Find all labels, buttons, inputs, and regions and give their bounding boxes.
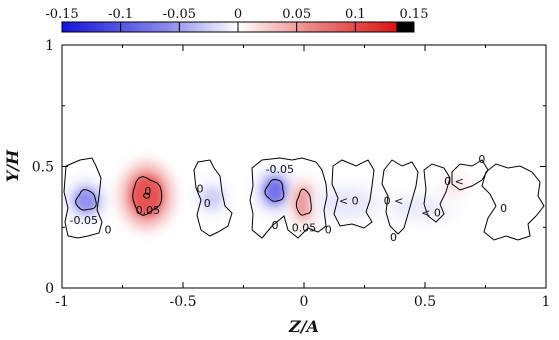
contour-label: 0 bbox=[390, 231, 397, 244]
colorbar-tick-label: 0.1 bbox=[345, 7, 366, 22]
colorbar-tick-label: -0.15 bbox=[45, 7, 78, 22]
heat-field-core bbox=[295, 188, 313, 218]
x-tick-label: 0 bbox=[300, 294, 309, 310]
colorbar-tick-label: 0.15 bbox=[400, 7, 429, 22]
contour-label: 0 bbox=[478, 153, 485, 166]
level-contours bbox=[75, 175, 312, 216]
colorbar-tick-label: -0.1 bbox=[108, 7, 133, 22]
contour-label: 0 < bbox=[384, 195, 404, 208]
heat-field-core bbox=[201, 187, 223, 209]
colorbar-ticks bbox=[61, 22, 415, 32]
zero-contour-right-3 bbox=[423, 163, 451, 223]
x-axis-ticks bbox=[61, 45, 547, 288]
contour-label: 0.05 bbox=[292, 221, 317, 234]
zero-contour-right-2 bbox=[381, 159, 419, 235]
colorbar-tick-labels: -0.15 -0.1 -0.05 0 0.05 0.1 0.15 bbox=[45, 7, 428, 22]
y-axis-tick-labels: 00.51 bbox=[32, 38, 54, 297]
zero-contour-right-1 bbox=[331, 159, 375, 229]
contour-label: 0 bbox=[196, 182, 203, 195]
contour-label: 0.05 bbox=[136, 204, 161, 217]
contour-label: 0 bbox=[104, 224, 111, 237]
colorbar: -0.15 -0.1 -0.05 0 0.05 0.1 0.15 bbox=[45, 7, 428, 33]
contour-label: 0 bbox=[500, 202, 507, 215]
zero-contour-left bbox=[63, 157, 103, 239]
level-contour bbox=[264, 178, 285, 202]
x-axis-tick-labels: -1 -0.5 0 0.5 1 bbox=[55, 294, 550, 310]
y-tick-label: 0 bbox=[45, 281, 54, 297]
level-contour bbox=[295, 188, 312, 216]
colorbar-tick-label: -0.05 bbox=[163, 7, 196, 22]
y-tick-label: 1 bbox=[45, 38, 54, 54]
contour-label: 0 < bbox=[444, 175, 464, 188]
zero-contour-gap-1 bbox=[193, 159, 233, 237]
y-axis-ticks bbox=[62, 44, 546, 289]
zero-contours bbox=[63, 157, 545, 241]
contour-label: 0 bbox=[204, 197, 211, 210]
colorbar-tick-label: 0.05 bbox=[282, 7, 311, 22]
contour-label: -0.05 bbox=[266, 163, 294, 176]
colorbar-tick-label: 0 bbox=[234, 7, 242, 22]
contour-label: 0 bbox=[271, 219, 278, 232]
y-axis-label: Y/H bbox=[3, 149, 22, 182]
y-tick-label: 0.5 bbox=[32, 160, 54, 176]
zero-contour-far-right bbox=[481, 163, 545, 241]
contour-label: < 0 bbox=[339, 195, 359, 208]
x-tick-label: -0.5 bbox=[170, 294, 197, 310]
contour-label: -0.05 bbox=[70, 214, 98, 227]
x-tick-label: 1 bbox=[542, 294, 551, 310]
level-contour bbox=[75, 189, 97, 211]
level-contour bbox=[132, 175, 163, 216]
heat-field-core bbox=[74, 189, 98, 212]
level-contour-inner bbox=[143, 192, 151, 199]
contour-label: < 0 bbox=[421, 207, 441, 220]
contour-label: 0 bbox=[144, 185, 151, 198]
x-tick-label: -1 bbox=[55, 294, 69, 310]
heatmap-fields bbox=[68, 162, 471, 229]
heat-field-core bbox=[264, 178, 286, 204]
x-axis-label: Z/A bbox=[288, 317, 319, 336]
heat-field-core bbox=[130, 175, 164, 217]
zero-contour-mid bbox=[249, 157, 328, 239]
x-tick-label: 0.5 bbox=[414, 294, 436, 310]
plot-frame bbox=[61, 44, 547, 289]
contour-label: 0 bbox=[325, 224, 332, 237]
